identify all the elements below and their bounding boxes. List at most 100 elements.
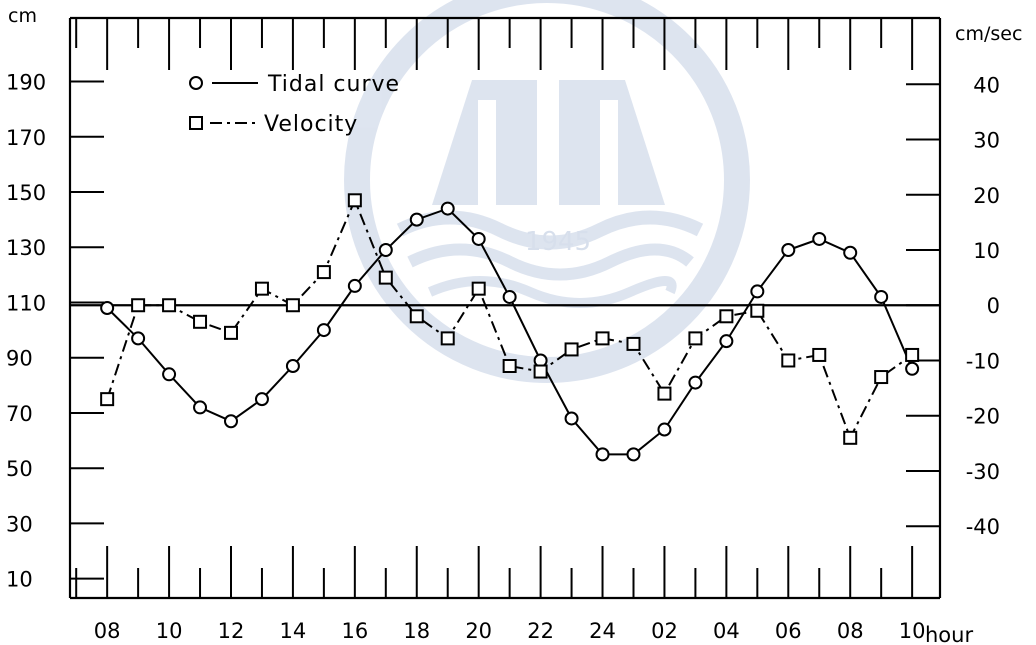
y-left-tick-label: 10	[6, 568, 33, 592]
y-left-tick-label: 150	[6, 181, 46, 205]
velocity-point	[905, 347, 920, 362]
tidal-curve-point	[688, 375, 703, 390]
left-axis-unit: cm	[8, 5, 37, 27]
velocity-point	[750, 303, 765, 318]
tidal-curve-point	[100, 301, 115, 315]
y-left-tick-label: 130	[6, 236, 46, 260]
y-tick-labels: 10 30 50 70 90 110 130 150 170 190 40 30 20 10 0 -10 -20…	[6, 71, 1000, 592]
y-left-tick-label: 110	[6, 291, 46, 315]
x-tick-label: 08	[94, 619, 121, 643]
tidal-curve-point	[595, 447, 610, 462]
x-tick-label: 16	[341, 619, 368, 643]
velocity-point	[193, 314, 208, 329]
y-right-tick-label: 30	[973, 129, 1000, 153]
velocity-point	[812, 347, 827, 362]
x-tick-labels: 08 10 12 14 16 18 20 22 24 02 04 06 08 10	[94, 619, 926, 643]
y-right-tick-label: 20	[973, 184, 1000, 208]
velocity-point	[626, 336, 641, 351]
y-right-tick-label: -10	[966, 349, 1000, 373]
x-tick-label: 02	[651, 619, 678, 643]
y-right-tick-label: -20	[966, 405, 1000, 429]
x-tick-label: 12	[218, 619, 245, 643]
legend-label-velocity: Velocity	[264, 112, 358, 137]
y-right-tick-label: 0	[987, 294, 1000, 318]
tidal-curve-point	[502, 289, 517, 304]
tidal-curve-point	[193, 400, 208, 415]
tidal-curve-point	[719, 334, 734, 349]
velocity-point	[719, 309, 734, 324]
legend-square-marker	[189, 116, 203, 130]
legend-item-velocity: Velocity	[189, 112, 358, 137]
tidal-curve-point	[162, 367, 177, 382]
x-tick-label: 06	[775, 619, 802, 643]
velocity-point	[595, 331, 610, 346]
velocity-point	[471, 281, 486, 296]
velocity-point	[564, 342, 579, 357]
y-right-tick-label: 10	[973, 239, 1000, 263]
tidal-curve-point	[378, 243, 393, 257]
velocity-point	[162, 298, 177, 313]
velocity-point	[781, 353, 796, 368]
tidal-curve-point	[812, 231, 827, 246]
tidal-curve-point	[626, 447, 641, 462]
velocity-point	[533, 364, 548, 379]
velocity-point	[316, 265, 331, 280]
velocity-point	[440, 331, 455, 346]
x-axis-unit: hour	[925, 623, 973, 645]
tidal-curve-point	[874, 289, 889, 304]
tidal-curve-point	[131, 331, 146, 346]
tidal-curve-point	[905, 361, 920, 376]
velocity-point	[100, 392, 115, 407]
watermark-year: 1945	[525, 227, 591, 257]
tidal-curve-point	[440, 201, 455, 216]
x-tick-label: 08	[837, 619, 864, 643]
axis-ticks	[70, 18, 940, 598]
velocity-point	[874, 370, 889, 385]
tidal-curve-point	[254, 392, 269, 407]
velocity-point	[657, 386, 672, 401]
x-tick-label: 10	[156, 619, 183, 643]
velocity-point	[843, 430, 858, 445]
x-tick-label: 10	[899, 619, 926, 643]
tidal-curve-point	[347, 278, 362, 293]
tidal-curve-point	[564, 411, 579, 426]
velocity-point	[688, 331, 703, 346]
tidal-curve-point	[316, 323, 331, 338]
y-left-tick-label: 170	[6, 126, 46, 150]
tidal-curve-point	[657, 422, 672, 437]
tidal-curve-point	[223, 414, 238, 429]
y-right-tick-label: -40	[966, 515, 1000, 539]
x-tick-label: 18	[403, 619, 430, 643]
y-left-tick-label: 50	[6, 457, 33, 481]
legend-item-tidal-curve: Tidal curve	[189, 72, 400, 97]
y-left-tick-label: 30	[6, 512, 33, 536]
velocity-point	[131, 298, 146, 313]
x-tick-label: 14	[280, 619, 307, 643]
y-left-tick-label: 90	[6, 347, 33, 371]
y-right-tick-label: 40	[973, 73, 1000, 97]
velocity-point	[347, 193, 362, 208]
tidal-curve-point	[843, 245, 858, 260]
legend-label-tidal-curve: Tidal curve	[267, 72, 400, 97]
x-tick-label: 22	[527, 619, 554, 643]
tidal-curve-point	[750, 284, 765, 299]
y-right-tick-label: -30	[966, 460, 1000, 484]
x-tick-label: 24	[589, 619, 616, 643]
legend-circle-marker	[189, 76, 203, 90]
series-layer	[100, 193, 920, 462]
tidal-curve-point	[285, 359, 300, 373]
tidal-curve-point	[781, 243, 796, 257]
legend: Tidal curve Velocity	[189, 72, 400, 137]
right-axis-unit: cm/sec	[955, 23, 1022, 45]
y-left-tick-label: 190	[6, 71, 46, 95]
y-left-tick-label: 70	[6, 402, 33, 426]
tidal-curve-point	[409, 212, 424, 227]
velocity-point	[254, 281, 269, 296]
x-tick-label: 20	[465, 619, 492, 643]
tidal-curve-point	[471, 231, 486, 246]
x-tick-label: 04	[713, 619, 740, 643]
velocity-point	[378, 270, 393, 285]
velocity-point	[502, 359, 517, 373]
velocity-point	[409, 309, 424, 324]
